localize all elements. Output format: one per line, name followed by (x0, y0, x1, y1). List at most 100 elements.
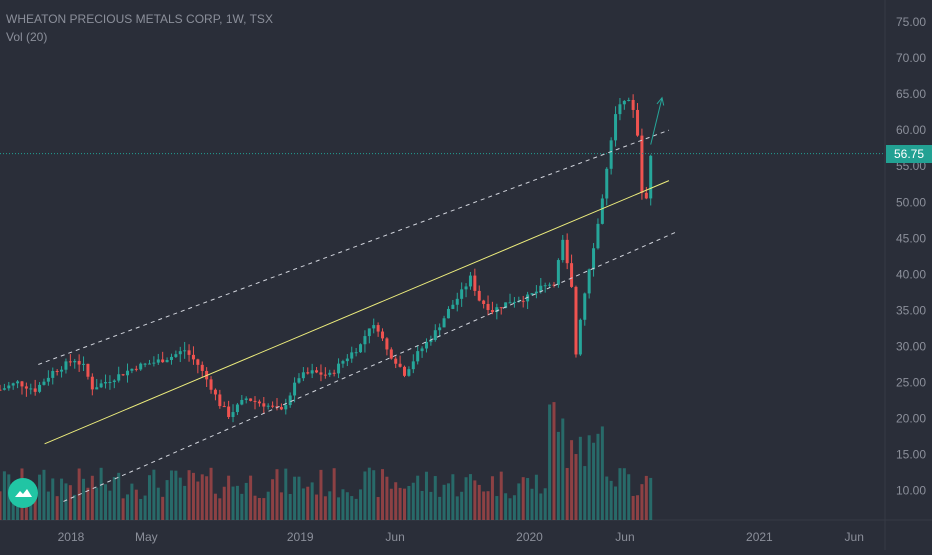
candle-body (134, 368, 138, 370)
y-tick-label: 60.00 (896, 123, 926, 137)
volume-bar (310, 482, 314, 520)
y-tick-label: 40.00 (896, 267, 926, 281)
candle-body (11, 383, 15, 386)
volume-bar (271, 479, 275, 520)
candle-body (231, 412, 235, 417)
candle-body (68, 361, 72, 363)
volume-bar (411, 482, 415, 520)
volume-bar (86, 487, 90, 520)
volume-bar (495, 496, 499, 520)
volume-bar (605, 476, 609, 520)
volume-bar (446, 483, 450, 520)
candle-body (420, 348, 424, 352)
candle-body (649, 155, 653, 199)
candle-body (429, 339, 433, 343)
candle-body (323, 374, 327, 376)
volume-bar (649, 477, 653, 520)
candle-body (486, 303, 490, 311)
candle-body (191, 354, 195, 360)
volume-bar (631, 495, 635, 520)
volume-bar (293, 476, 297, 520)
volume-bar (279, 492, 283, 520)
candle-body (583, 293, 587, 320)
candle-body (627, 99, 631, 101)
symbol-title[interactable]: WHEATON PRECIOUS METALS CORP, 1W, TSX (6, 12, 273, 26)
volume-bar (640, 484, 644, 520)
volume-bar (196, 481, 200, 520)
candle-body (20, 381, 24, 387)
candle-body (46, 377, 50, 382)
volume-bar (468, 474, 472, 520)
candle-body (222, 406, 226, 408)
candle-body (561, 239, 565, 261)
volume-bar (332, 468, 336, 520)
candle-body (60, 369, 64, 372)
candle-body (288, 395, 292, 406)
volume-bar (174, 470, 178, 520)
y-tick-label: 55.00 (896, 159, 926, 173)
candle-body (257, 401, 261, 404)
x-tick-label: May (135, 530, 158, 544)
candle-body (442, 318, 446, 328)
candle-body (42, 381, 46, 385)
candle-body (196, 359, 200, 365)
candle-body (99, 383, 103, 388)
volume-bar (376, 497, 380, 520)
candle-body (477, 290, 481, 301)
candle-body (90, 376, 94, 390)
volume-bar (90, 475, 94, 520)
y-tick-label: 70.00 (896, 51, 926, 65)
volume-bar (288, 493, 292, 520)
candle-body (451, 304, 455, 309)
volume-bar (11, 491, 15, 520)
candle-body (2, 388, 6, 390)
candle-body (24, 386, 28, 389)
candle-body (596, 223, 600, 249)
candle-body (139, 363, 143, 370)
volume-bar (328, 491, 332, 520)
x-tick-label: 2018 (58, 530, 85, 544)
volume-bar (517, 483, 521, 520)
tradingview-logo[interactable] (8, 478, 38, 508)
volume-bar (297, 476, 301, 520)
volume-bar (394, 482, 398, 520)
volume-bar (464, 477, 468, 520)
volume-bar (104, 484, 108, 520)
candle-body (332, 372, 336, 374)
volume-bar (389, 488, 393, 520)
y-tick-label: 75.00 (896, 15, 926, 29)
candle-body (389, 349, 393, 359)
volume-bar (227, 475, 231, 520)
candle-body (249, 398, 253, 401)
volume-bar (574, 454, 578, 520)
candle-body (266, 405, 270, 407)
candle-body (29, 388, 33, 390)
volume-bar (548, 404, 552, 520)
candle-series (0, 94, 653, 423)
volume-bar (552, 402, 556, 520)
candle-body (293, 382, 297, 396)
candle-body (381, 331, 385, 339)
candle-body (227, 406, 231, 417)
candle-body (372, 325, 376, 329)
candle-body (306, 372, 310, 374)
volume-bar (600, 426, 604, 520)
channel-lower-line (63, 230, 679, 502)
candle-body (455, 298, 459, 305)
volume-bar (2, 471, 6, 520)
candle-body (174, 354, 178, 357)
volume-bar (578, 436, 582, 520)
volume-bar (416, 475, 420, 520)
volume-indicator-label[interactable]: Vol (20) (6, 30, 48, 44)
volume-bar (636, 495, 640, 520)
volume-bar (644, 475, 648, 520)
volume-bar (354, 498, 358, 520)
y-tick-label: 65.00 (896, 87, 926, 101)
candle-body (398, 363, 402, 367)
candle-body (376, 325, 380, 332)
candle-body (618, 104, 622, 115)
candle-body (253, 400, 257, 402)
volume-bar (108, 490, 112, 520)
